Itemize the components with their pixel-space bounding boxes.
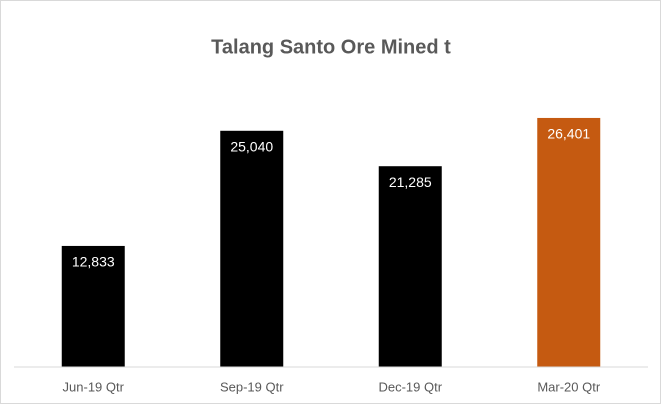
value-label: 12,833 bbox=[72, 254, 115, 270]
x-tick-label: Dec-19 Qtr bbox=[378, 379, 442, 394]
bar bbox=[61, 245, 125, 367]
chart-title: Talang Santo Ore Mined t bbox=[211, 36, 451, 58]
bar bbox=[537, 117, 601, 368]
value-label: 26,401 bbox=[547, 126, 590, 142]
value-label: 25,040 bbox=[230, 138, 273, 154]
value-label: 21,285 bbox=[389, 174, 432, 190]
x-tick-label: Mar-20 Qtr bbox=[537, 379, 601, 394]
bar bbox=[220, 130, 284, 367]
x-tick-label: Sep-19 Qtr bbox=[220, 379, 284, 394]
x-tick-label: Jun-19 Qtr bbox=[63, 379, 125, 394]
bar bbox=[378, 166, 442, 367]
